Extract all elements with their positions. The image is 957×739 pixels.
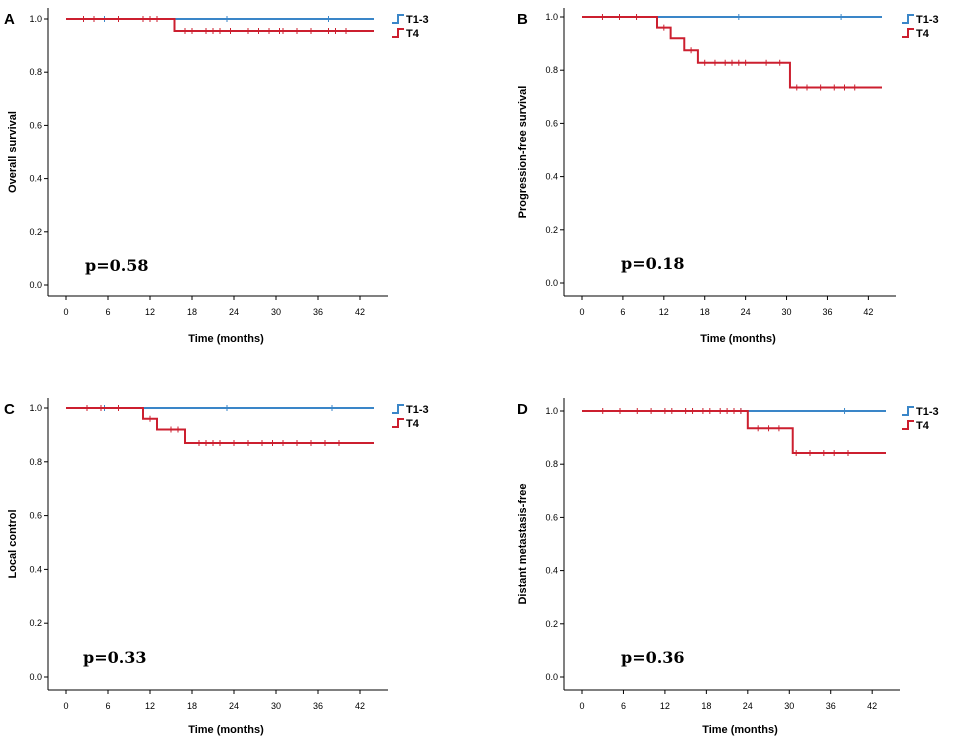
- x-tick-label: 12: [659, 307, 669, 317]
- panel-letter: A: [4, 11, 15, 28]
- x-tick-label: 0: [63, 701, 68, 711]
- y-tick-label: 0.4: [545, 566, 558, 576]
- legend-label: T4: [406, 28, 420, 40]
- x-tick-label: 12: [145, 701, 155, 711]
- legend-label: T1-3: [406, 14, 429, 26]
- y-tick-label: 0.2: [29, 618, 42, 628]
- x-tick-label: 18: [701, 701, 711, 711]
- y-tick-label: 0.6: [29, 511, 42, 521]
- x-tick-label: 6: [620, 307, 625, 317]
- panel-letter: D: [517, 401, 528, 418]
- y-tick-label: 0.8: [545, 459, 558, 469]
- y-tick-label: 0.0: [29, 280, 42, 290]
- x-tick-label: 18: [187, 701, 197, 711]
- y-tick-label: 0.4: [29, 564, 42, 574]
- x-tick-label: 42: [355, 701, 365, 711]
- x-tick-label: 6: [621, 701, 626, 711]
- y-tick-label: 1.0: [545, 12, 558, 22]
- y-tick-label: 0.8: [29, 67, 42, 77]
- y-tick-label: 0.2: [545, 619, 558, 629]
- y-tick-label: 0.8: [29, 457, 42, 467]
- x-tick-label: 30: [271, 307, 281, 317]
- legend-label: T1-3: [406, 404, 429, 416]
- y-axis-title: Progression-free survival: [517, 86, 529, 219]
- panel-c: C 0 6 12 18 24 30 36 42 0.0 0.2 0.4 0.6 0.8 1.0 Time (…: [4, 398, 429, 736]
- x-tick-label: 30: [784, 701, 794, 711]
- legend-label: T4: [916, 28, 930, 40]
- x-tick-label: 0: [579, 701, 584, 711]
- km-curve-t4: [66, 407, 374, 444]
- y-tick-label: 0.6: [545, 118, 558, 128]
- x-tick-label: 24: [741, 307, 751, 317]
- y-axis-title: Distant metastasis-free: [517, 483, 529, 604]
- x-tick-label: 30: [782, 307, 792, 317]
- x-axis-title: Time (months): [188, 333, 264, 345]
- y-tick-label: 0.6: [545, 512, 558, 522]
- km-curve-t4: [582, 16, 882, 89]
- legend-swatch: [392, 418, 404, 428]
- y-tick-label: 0.0: [545, 278, 558, 288]
- y-axis-title: Local control: [7, 509, 19, 578]
- x-axis-title: Time (months): [700, 333, 776, 345]
- legend-label: T4: [406, 418, 420, 430]
- y-tick-label: 0.4: [29, 174, 42, 184]
- p-value: p=0.58: [85, 256, 149, 275]
- x-tick-label: 36: [313, 307, 323, 317]
- panel-letter: B: [517, 11, 528, 28]
- p-value: p=0.18: [621, 254, 685, 273]
- y-tick-label: 0.8: [545, 65, 558, 75]
- y-axis-title: Overall survival: [7, 111, 19, 193]
- legend-swatch: [392, 28, 404, 38]
- x-axis-title: Time (months): [702, 724, 778, 736]
- x-tick-label: 42: [355, 307, 365, 317]
- x-tick-label: 18: [700, 307, 710, 317]
- y-tick-label: 0.6: [29, 120, 42, 130]
- x-tick-label: 12: [145, 307, 155, 317]
- legend-label: T1-3: [916, 406, 939, 418]
- y-tick-label: 1.0: [29, 403, 42, 413]
- x-tick-label: 42: [867, 701, 877, 711]
- x-tick-label: 24: [743, 701, 753, 711]
- x-tick-label: 18: [187, 307, 197, 317]
- x-tick-label: 24: [229, 307, 239, 317]
- km-curve-t4: [66, 18, 374, 32]
- legend-swatch: [392, 404, 404, 414]
- legend-swatch: [902, 14, 914, 24]
- panel-d: D 0 6 12 18 24 30 36 42 0.0 0.2 0.4 0.6 0.8 1.0 Time (…: [517, 398, 939, 736]
- legend-swatch: [902, 406, 914, 416]
- x-tick-label: 30: [271, 701, 281, 711]
- y-tick-label: 0.4: [545, 172, 558, 182]
- legend-label: T1-3: [916, 14, 939, 26]
- x-tick-label: 0: [579, 307, 584, 317]
- p-value: p=0.33: [83, 648, 147, 667]
- x-tick-label: 42: [863, 307, 873, 317]
- x-tick-label: 36: [826, 701, 836, 711]
- y-tick-label: 1.0: [29, 14, 42, 24]
- panel-b: B 0 6 12 18 24 30 36 42 0.0 0.2 0.4 0.6 0.8 1.0 Time (…: [517, 8, 939, 345]
- y-tick-label: 0.2: [545, 225, 558, 235]
- x-tick-label: 6: [105, 307, 110, 317]
- km-curve-t4: [582, 410, 886, 455]
- panel-a: A 0 6 12 18 24 30 36 42 0.0 0.2 0.4 0.6 0.8 1.0 Time (…: [4, 8, 429, 345]
- x-tick-label: 36: [313, 701, 323, 711]
- y-tick-label: 0.0: [545, 672, 558, 682]
- y-tick-label: 0.0: [29, 672, 42, 682]
- legend-swatch: [392, 14, 404, 24]
- legend-swatch: [902, 420, 914, 430]
- x-tick-label: 0: [63, 307, 68, 317]
- x-tick-label: 36: [822, 307, 832, 317]
- y-tick-label: 1.0: [545, 406, 558, 416]
- legend-swatch: [902, 28, 914, 38]
- p-value: p=0.36: [621, 648, 685, 667]
- panel-letter: C: [4, 401, 15, 418]
- x-axis-title: Time (months): [188, 724, 264, 736]
- y-tick-label: 0.2: [29, 227, 42, 237]
- x-tick-label: 12: [660, 701, 670, 711]
- legend-label: T4: [916, 420, 930, 432]
- x-tick-label: 24: [229, 701, 239, 711]
- x-tick-label: 6: [105, 701, 110, 711]
